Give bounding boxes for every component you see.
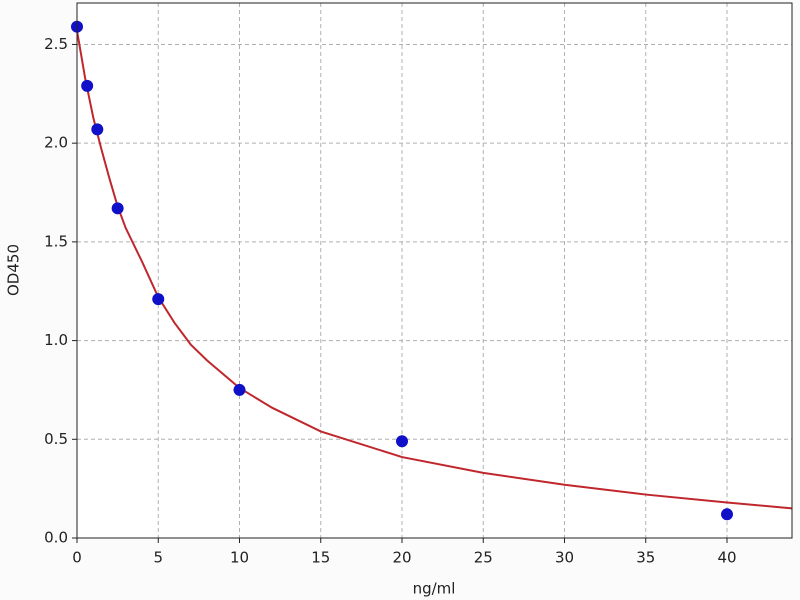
data-point	[152, 293, 165, 306]
data-point	[721, 508, 733, 521]
x-tick-label: 15	[311, 549, 330, 567]
x-tick-label: 0	[72, 549, 82, 567]
ticks: 0 5 10 15 20 25 30 35 40 0.0 0.5 1.0 1.5 2.0 2.5	[44, 35, 736, 567]
y-tick-label: 1.0	[44, 331, 68, 349]
x-tick-label: 5	[153, 549, 163, 567]
fit-curve	[76, 30, 793, 510]
plot-background	[77, 3, 792, 538]
data-point	[111, 202, 124, 215]
x-tick-label: 20	[392, 549, 411, 567]
x-tick-label: 40	[717, 549, 736, 567]
y-tick-label: 0.0	[44, 529, 68, 547]
y-tick-label: 0.5	[44, 430, 68, 448]
marks	[71, 20, 793, 521]
x-tick-label: 35	[636, 549, 655, 567]
plot-frame	[76, 2, 793, 539]
x-tick-label: 30	[555, 549, 574, 567]
x-tick-label: 25	[474, 549, 493, 567]
y-tick-label: 2.5	[44, 35, 68, 53]
data-point	[81, 79, 94, 92]
data-point	[396, 435, 408, 448]
y-tick-label: 2.0	[44, 134, 68, 152]
data-point	[233, 383, 246, 396]
data-point	[91, 123, 104, 136]
x-axis-label: ng/ml	[413, 580, 456, 598]
y-axis-label: OD450	[5, 244, 23, 296]
y-tick-label: 1.5	[44, 232, 68, 250]
x-tick-label: 10	[230, 549, 249, 567]
